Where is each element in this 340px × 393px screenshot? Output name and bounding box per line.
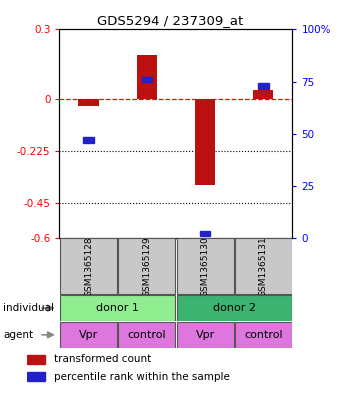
Bar <box>195 99 215 185</box>
Text: GSM1365128: GSM1365128 <box>84 236 93 297</box>
Bar <box>253 90 273 99</box>
Bar <box>118 322 175 348</box>
Text: control: control <box>244 330 283 340</box>
Bar <box>235 238 292 294</box>
Bar <box>60 322 117 348</box>
Bar <box>141 77 152 83</box>
Text: individual: individual <box>3 303 54 313</box>
Text: GSM1365129: GSM1365129 <box>142 236 151 297</box>
Text: donor 2: donor 2 <box>213 303 256 313</box>
Text: GSM1365131: GSM1365131 <box>259 236 268 297</box>
Bar <box>79 99 99 106</box>
Text: agent: agent <box>3 330 34 340</box>
Text: control: control <box>128 330 166 340</box>
Bar <box>60 295 175 321</box>
Text: Vpr: Vpr <box>195 330 215 340</box>
Text: percentile rank within the sample: percentile rank within the sample <box>54 372 230 382</box>
Bar <box>137 55 157 99</box>
Bar <box>118 238 175 294</box>
Bar <box>176 295 292 321</box>
Bar <box>176 238 234 294</box>
Bar <box>83 137 94 143</box>
Bar <box>60 238 117 294</box>
Bar <box>258 83 269 88</box>
Bar <box>200 231 210 237</box>
Text: transformed count: transformed count <box>54 354 151 364</box>
Bar <box>235 322 292 348</box>
Text: GSM1365130: GSM1365130 <box>201 236 209 297</box>
Text: GDS5294 / 237309_at: GDS5294 / 237309_at <box>97 14 243 27</box>
Text: donor 1: donor 1 <box>96 303 139 313</box>
Bar <box>27 373 45 381</box>
Text: Vpr: Vpr <box>79 330 98 340</box>
Bar <box>176 322 234 348</box>
Bar <box>27 355 45 364</box>
